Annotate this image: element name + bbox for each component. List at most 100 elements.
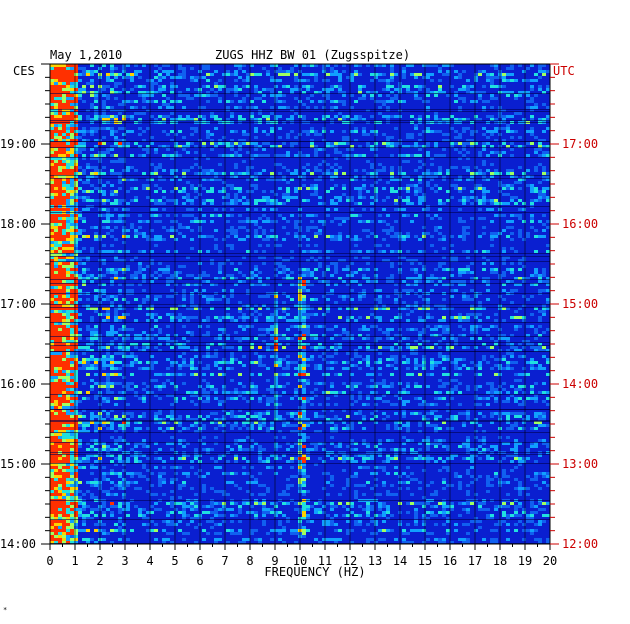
- heatmap-cell: [378, 64, 382, 67]
- heatmap-cell: [274, 238, 278, 241]
- heatmap-cell: [266, 388, 270, 391]
- heatmap-cell: [466, 118, 470, 121]
- heatmap-cell: [502, 319, 506, 322]
- heatmap-cell: [130, 178, 134, 181]
- heatmap-cell: [186, 145, 190, 148]
- heatmap-cell: [538, 118, 542, 121]
- heatmap-cell: [114, 76, 118, 79]
- heatmap-cell: [62, 307, 66, 310]
- heatmap-cell: [114, 136, 118, 139]
- heatmap-cell: [402, 337, 406, 340]
- heatmap-cell: [166, 106, 170, 109]
- heatmap-cell: [394, 334, 398, 337]
- heatmap-cell: [266, 196, 270, 199]
- heatmap-cell: [458, 220, 462, 223]
- heatmap-cell: [530, 142, 534, 145]
- heatmap-cell: [62, 274, 66, 277]
- heatmap-cell: [334, 115, 338, 118]
- heatmap-cell: [414, 352, 418, 355]
- heatmap-cell: [538, 67, 542, 70]
- heatmap-cell: [470, 277, 474, 280]
- heatmap-cell: [126, 229, 130, 232]
- heatmap-cell: [358, 298, 362, 301]
- heatmap-cell: [434, 226, 438, 229]
- heatmap-cell: [106, 313, 110, 316]
- heatmap-cell: [226, 229, 230, 232]
- heatmap-cell: [318, 325, 322, 328]
- heatmap-cell: [406, 232, 410, 235]
- heatmap-cell: [290, 250, 294, 253]
- heatmap-cell: [438, 352, 442, 355]
- heatmap-cell: [122, 127, 126, 130]
- heatmap-cell: [66, 235, 70, 238]
- heatmap-cell: [374, 277, 378, 280]
- heatmap-cell: [522, 391, 526, 394]
- heatmap-cell: [106, 199, 110, 202]
- heatmap-cell: [358, 202, 362, 205]
- heatmap-cell: [290, 70, 294, 73]
- heatmap-cell: [350, 394, 354, 397]
- heatmap-cell: [86, 118, 90, 121]
- heatmap-cell: [318, 232, 322, 235]
- heatmap-cell: [162, 337, 166, 340]
- heatmap-cell: [54, 286, 58, 289]
- heatmap-cell: [302, 271, 306, 274]
- heatmap-cell: [290, 91, 294, 94]
- heatmap-cell: [366, 145, 370, 148]
- heatmap-cell: [350, 73, 354, 76]
- heatmap-cell: [150, 391, 154, 394]
- heatmap-cell: [486, 277, 490, 280]
- heatmap-cell: [494, 232, 498, 235]
- heatmap-cell: [54, 94, 58, 97]
- heatmap-cell: [258, 217, 262, 220]
- heatmap-cell: [530, 88, 534, 91]
- heatmap-cell: [154, 325, 158, 328]
- heatmap-cell: [470, 217, 474, 220]
- heatmap-cell: [230, 130, 234, 133]
- heatmap-cell: [394, 283, 398, 286]
- heatmap-cell: [414, 145, 418, 148]
- heatmap-cell: [514, 97, 518, 100]
- heatmap-cell: [306, 259, 310, 262]
- heatmap-cell: [118, 145, 122, 148]
- heatmap-cell: [70, 85, 74, 88]
- heatmap-cell: [146, 361, 150, 364]
- heatmap-cell: [70, 223, 74, 226]
- heatmap-cell: [434, 145, 438, 148]
- heatmap-cell: [194, 316, 198, 319]
- heatmap-cell: [422, 346, 426, 349]
- heatmap-cell: [150, 304, 154, 307]
- heatmap-cell: [246, 337, 250, 340]
- heatmap-cell: [478, 373, 482, 376]
- heatmap-cell: [526, 175, 530, 178]
- heatmap-cell: [514, 289, 518, 292]
- heatmap-cell: [406, 328, 410, 331]
- heatmap-cell: [490, 208, 494, 211]
- heatmap-cell: [278, 202, 282, 205]
- heatmap-cell: [138, 337, 142, 340]
- heatmap-cell: [122, 241, 126, 244]
- heatmap-cell: [470, 331, 474, 334]
- heatmap-cell: [322, 70, 326, 73]
- heatmap-cell: [58, 235, 62, 238]
- heatmap-cell: [254, 199, 258, 202]
- heatmap-cell: [446, 190, 450, 193]
- heatmap-cell: [542, 64, 546, 67]
- heatmap-cell: [78, 118, 82, 121]
- heatmap-cell: [486, 76, 490, 79]
- heatmap-cell: [66, 79, 70, 82]
- heatmap-cell: [542, 235, 546, 238]
- heatmap-cell: [294, 190, 298, 193]
- heatmap-cell: [258, 112, 262, 115]
- heatmap-cell: [362, 325, 366, 328]
- heatmap-cell: [58, 160, 62, 163]
- heatmap-cell: [122, 271, 126, 274]
- heatmap-cell: [218, 319, 222, 322]
- heatmap-cell: [526, 130, 530, 133]
- heatmap-cell: [126, 283, 130, 286]
- heatmap-cell: [514, 79, 518, 82]
- heatmap-cell: [462, 118, 466, 121]
- heatmap-cell: [174, 175, 178, 178]
- heatmap-cell: [342, 187, 346, 190]
